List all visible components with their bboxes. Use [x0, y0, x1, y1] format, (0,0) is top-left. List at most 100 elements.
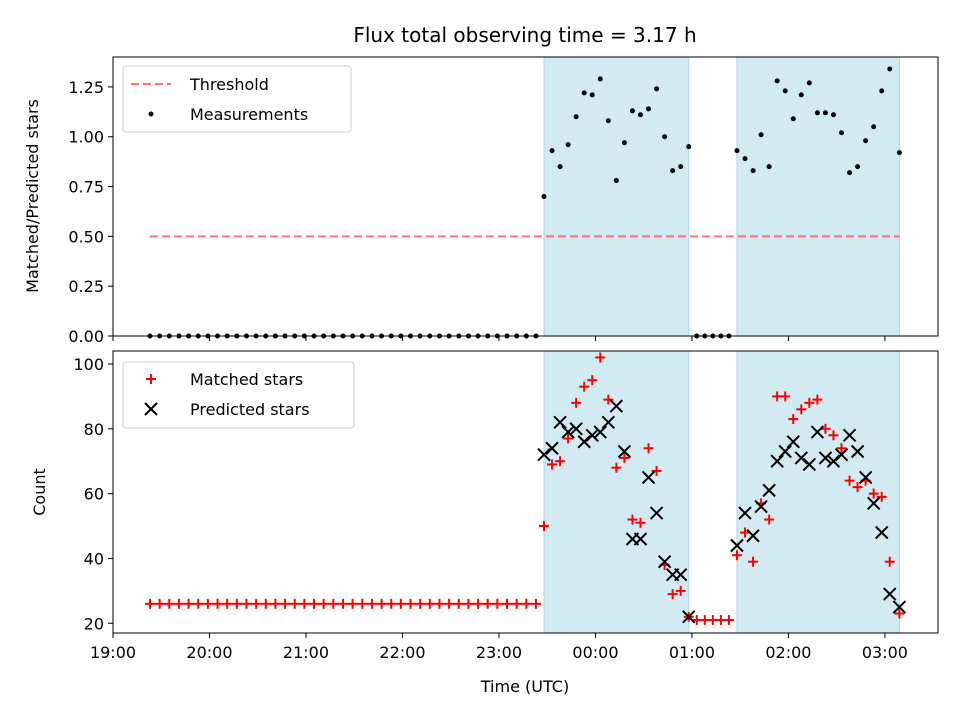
x-marker-b: [770, 454, 784, 468]
matched-star-point: [482, 598, 493, 609]
x-marker-b: [883, 587, 897, 601]
measurement-point: [549, 148, 555, 154]
shaded-interval: [736, 350, 900, 634]
matched-star-point: [521, 598, 532, 609]
matched-star-point: [571, 397, 582, 408]
bottom-y-ticks: 20 40 60 80 100: [73, 355, 113, 633]
measurement-point: [565, 142, 571, 148]
matched-star-point: [415, 598, 426, 609]
x-marker-b: [593, 425, 607, 439]
matched-star-point: [511, 598, 522, 609]
predicted-star-point: [883, 587, 897, 601]
measurement-point: [557, 164, 563, 170]
measurement-point: [750, 168, 756, 174]
x-tick-label: 22:00: [379, 643, 425, 662]
matched-star-point: [587, 375, 598, 386]
matched-star-point: [318, 598, 329, 609]
matched-star-point: [643, 443, 654, 454]
matched-star-point: [651, 465, 662, 476]
matched-star-point: [173, 598, 184, 609]
x-tick-label: 03:00: [862, 643, 908, 662]
shaded-interval: [543, 56, 690, 337]
shaded-interval: [543, 350, 690, 634]
matched-star-point: [740, 527, 751, 538]
x-marker-b: [738, 506, 752, 520]
measurement-point: [782, 88, 788, 94]
matched-star-point: [231, 598, 242, 609]
matched-star-point: [241, 598, 252, 609]
bottom-legend: Matched stars Predicted stars: [122, 361, 355, 429]
x-marker-b: [826, 454, 841, 468]
matched-star-point: [555, 456, 566, 467]
measurement-point: [822, 110, 828, 116]
matched-star-point: [579, 381, 590, 392]
top-legend-box: [122, 65, 352, 133]
predicted-star-point: [802, 457, 817, 472]
top-shaded-intervals: [543, 56, 900, 337]
legend-predicted-swatch: [144, 402, 158, 416]
x-marker-b: [875, 525, 889, 540]
matched-star-point: [884, 556, 895, 567]
predicted-star-point: [746, 529, 760, 543]
predicted-star-point: [633, 532, 648, 546]
top-y-tick-label: 1.25: [68, 78, 104, 97]
legend-predicted-label: Predicted stars: [190, 400, 310, 419]
measurement-point: [879, 88, 885, 94]
legend-measurements-label: Measurements: [190, 105, 308, 124]
x-marker-b: [834, 448, 849, 462]
predicted-star-point: [609, 399, 624, 413]
matched-star-point: [868, 488, 879, 499]
measurement-point: [573, 114, 579, 120]
measurement-point: [847, 170, 853, 176]
matched-star-point: [876, 491, 887, 502]
predicted-star-point: [850, 444, 865, 459]
x-axis-label: Time (UTC): [480, 677, 569, 696]
measurement-point: [605, 118, 611, 124]
x-marker-b: [617, 444, 632, 459]
x-marker-b: [553, 415, 567, 430]
x-marker-b: [730, 538, 744, 553]
x-marker-b: [778, 444, 792, 459]
matched-star-point: [251, 598, 262, 609]
matched-star-point: [347, 598, 358, 609]
measurement-point: [686, 144, 692, 150]
matched-star-point: [627, 514, 638, 525]
matched-star-point: [723, 615, 734, 626]
matched-star-point: [376, 598, 387, 609]
x-marker-b: [601, 415, 616, 430]
measurement-point: [806, 80, 812, 86]
predicted-star-point: [754, 499, 768, 514]
measurement-point: [798, 92, 804, 98]
predicted-star-point: [826, 454, 841, 468]
bottom-y-tick-label: 40: [84, 549, 104, 568]
matched-star-point: [337, 598, 348, 609]
x-marker-b: [746, 529, 760, 543]
predicted-star-point: [601, 415, 616, 430]
predicted-star-point: [730, 538, 744, 553]
measurement-point: [871, 124, 877, 130]
matched-star-point: [366, 598, 377, 609]
matched-star-point: [463, 598, 474, 609]
matched-star-point: [289, 598, 300, 609]
bottom-y-tick-label: 20: [84, 614, 104, 633]
matched-star-point: [731, 550, 742, 561]
x-marker-b: [144, 402, 158, 416]
x-marker-b: [545, 441, 559, 455]
matched-star-point: [780, 391, 791, 402]
x-marker-b: [673, 567, 688, 582]
predicted-star-point: [892, 600, 907, 614]
matched-star-point: [502, 598, 513, 609]
x-marker-b: [641, 470, 656, 485]
bottom-y-tick-label: 60: [84, 485, 104, 504]
predicted-star-point: [593, 425, 607, 439]
matched-star-point: [222, 598, 233, 609]
matched-star-point: [164, 598, 175, 609]
legend-matched-swatch: [146, 374, 156, 384]
matched-star-point: [844, 475, 855, 486]
predicted-star-point: [786, 435, 800, 449]
matched-star-point: [796, 404, 807, 415]
matched-star-point: [202, 598, 213, 609]
x-marker-b: [754, 499, 768, 514]
predicted-star-point: [569, 422, 583, 436]
